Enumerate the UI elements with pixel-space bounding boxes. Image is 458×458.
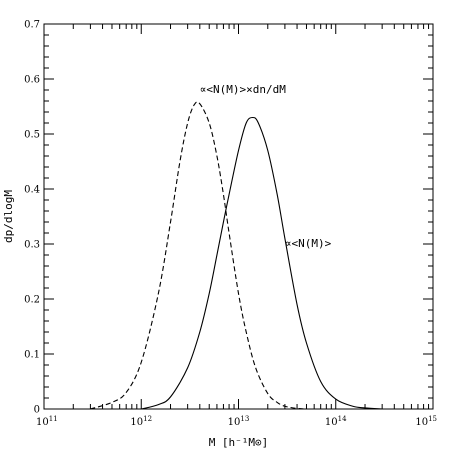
annotation-occupation: ∝<N(M)>	[285, 237, 332, 250]
series-lines	[90, 101, 383, 410]
x-tick-label: 1011	[36, 415, 58, 428]
dashed-curve-weighted	[90, 101, 307, 410]
y-tick-label: 0.2	[24, 295, 40, 306]
x-tick-label: 1015	[415, 415, 437, 428]
annotation-weighted: ∝<N(M)>×dn/dM	[200, 83, 286, 96]
annotations: ∝<N(M)>×dn/dM ∝<N(M)>	[200, 83, 332, 250]
x-tick-label: 1012	[130, 415, 152, 428]
y-tick-label: 0.3	[24, 240, 40, 251]
y-tick-label: 0.6	[24, 75, 40, 86]
y-tick-label: 0.4	[24, 185, 40, 196]
axis-ticks	[43, 23, 434, 410]
x-tick-label: 1013	[228, 415, 250, 428]
solid-curve-occupation	[141, 116, 383, 410]
y-tick-label: 0.1	[24, 350, 40, 361]
y-axis-label: dp/dlogM	[2, 190, 15, 243]
plot-frame	[43, 23, 434, 410]
x-tick-labels: 1011 1012 1013 1014 1015	[36, 415, 437, 428]
y-tick-label: 0.7	[24, 20, 40, 31]
x-axis-label: M [h⁻¹M⊙]	[209, 436, 269, 449]
x-tick-label: 1014	[325, 415, 347, 428]
y-tick-label: 0.5	[24, 130, 40, 141]
y-tick-label: 0	[34, 405, 40, 416]
y-tick-labels: 0 0.1 0.2 0.3 0.4 0.5 0.6 0.7	[24, 20, 40, 416]
